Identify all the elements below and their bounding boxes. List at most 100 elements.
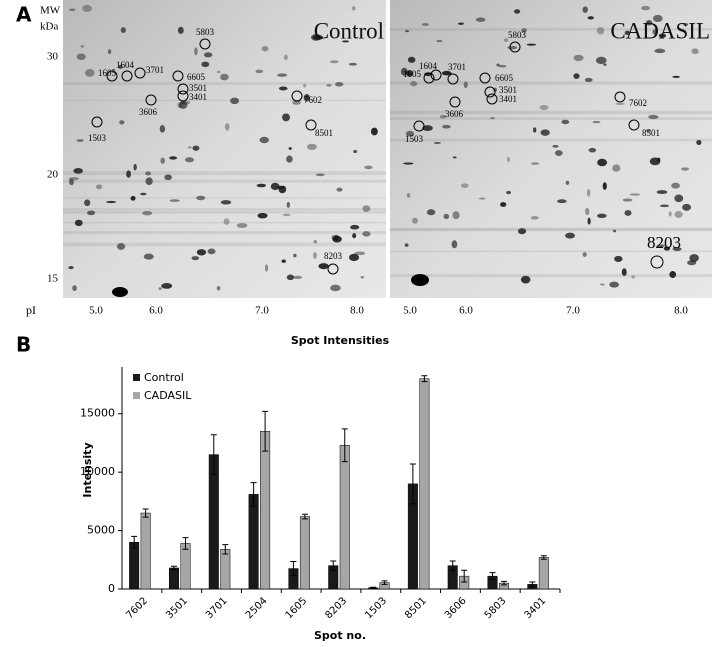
gel-spot <box>354 251 366 256</box>
gel-spot <box>112 287 128 297</box>
gel-spot <box>649 157 661 166</box>
gel-spot <box>68 266 74 270</box>
gel-spot <box>526 43 537 46</box>
legend-label: CADASIL <box>144 389 192 402</box>
bar <box>419 378 430 590</box>
gel-spot <box>436 39 443 43</box>
error-bar <box>210 434 217 475</box>
gel-spot <box>69 178 74 186</box>
gel-spot <box>410 81 418 87</box>
gel-spot <box>84 199 91 207</box>
spot-circle <box>447 73 459 85</box>
gel-spot <box>140 192 147 196</box>
spot-circle <box>486 93 498 105</box>
gel-spot <box>194 47 198 56</box>
gel-spot <box>278 185 287 194</box>
gel-spot <box>614 255 623 262</box>
error-bar <box>131 535 138 549</box>
gel-spot <box>256 183 267 188</box>
gel-spot <box>595 56 607 65</box>
gel-spot <box>161 283 173 289</box>
gel-spot <box>612 164 621 172</box>
gel-spot <box>645 20 653 26</box>
gel-spot <box>364 165 373 170</box>
spot-circle <box>430 69 442 81</box>
gel-spot <box>223 218 230 225</box>
spot-circle <box>479 72 491 84</box>
spot-circle <box>145 94 157 106</box>
gel-spot <box>674 210 683 218</box>
y-tick-label: 10000 <box>80 465 115 478</box>
gel-spot <box>404 243 409 247</box>
gel-spot <box>503 38 509 42</box>
gel-spot <box>85 68 95 77</box>
x-tick-label: 8501 <box>403 595 429 621</box>
x-tick-label: 2504 <box>244 595 270 621</box>
gel-spot <box>582 6 588 13</box>
gel-spot <box>405 29 410 33</box>
gel-spot <box>203 52 213 58</box>
error-bar <box>262 410 269 452</box>
spot-circle <box>199 38 211 50</box>
gel-spot <box>659 204 669 208</box>
spot-label: 5803 <box>196 27 215 37</box>
gel-spot <box>506 190 512 195</box>
gel-spot <box>597 158 608 167</box>
gel-spot <box>588 147 597 153</box>
gel-spot <box>597 213 607 218</box>
gel-spot <box>191 256 200 261</box>
gel-spot <box>286 201 291 208</box>
pi-tick-label: 8.0 <box>674 305 688 317</box>
gel-spot <box>406 193 411 198</box>
gel-spot <box>646 129 651 132</box>
gel-spot <box>443 213 450 219</box>
gel-streak <box>390 228 712 232</box>
gel-spot <box>403 162 414 165</box>
gel-spot <box>530 216 539 220</box>
gel-spot <box>312 35 324 41</box>
y-axis-label: Intensity <box>81 442 94 497</box>
gel-spot <box>681 167 690 171</box>
gel-streak <box>63 179 386 183</box>
gel-spot <box>602 182 607 190</box>
gel-spot <box>348 62 358 66</box>
gel-spot <box>496 63 500 67</box>
error-bar <box>489 572 496 581</box>
gel-spot <box>622 198 633 202</box>
gel-spot <box>74 219 83 227</box>
spot-circle <box>484 86 496 98</box>
bar <box>129 542 140 590</box>
spot-label: 1604 <box>116 60 135 70</box>
gel-title: Control <box>314 18 384 43</box>
gel-spot <box>592 120 601 124</box>
gel-spot <box>281 259 286 263</box>
gel-spot <box>517 228 527 235</box>
gel-spot <box>362 231 371 237</box>
bar <box>140 512 151 590</box>
gel-streak <box>63 99 386 101</box>
gel-spot <box>452 156 457 159</box>
gel-spot <box>282 213 291 217</box>
gel-spot <box>654 48 666 54</box>
gel-streak <box>390 112 712 115</box>
gel-spot <box>585 207 590 216</box>
gel-image-control <box>63 0 386 298</box>
gel-spot <box>306 143 317 150</box>
gel-spot <box>490 117 495 120</box>
spot-label: 1503 <box>88 133 107 143</box>
error-bar <box>529 581 536 588</box>
gel-spot <box>691 48 699 55</box>
spot-label: 5803 <box>508 30 527 40</box>
spot-label: 1503 <box>405 134 424 144</box>
pi-tick-label: 8.0 <box>350 305 364 317</box>
error-bar <box>330 560 337 571</box>
gel-spot <box>475 17 486 22</box>
gel-spot <box>452 211 460 220</box>
pi-tick-label: 5.0 <box>89 305 103 317</box>
gel-spot <box>261 45 269 52</box>
error-bar <box>381 580 388 585</box>
gel-spot <box>672 247 682 251</box>
gel-spot <box>177 26 184 34</box>
gel-spot <box>68 177 80 181</box>
spot-circle <box>121 70 133 82</box>
